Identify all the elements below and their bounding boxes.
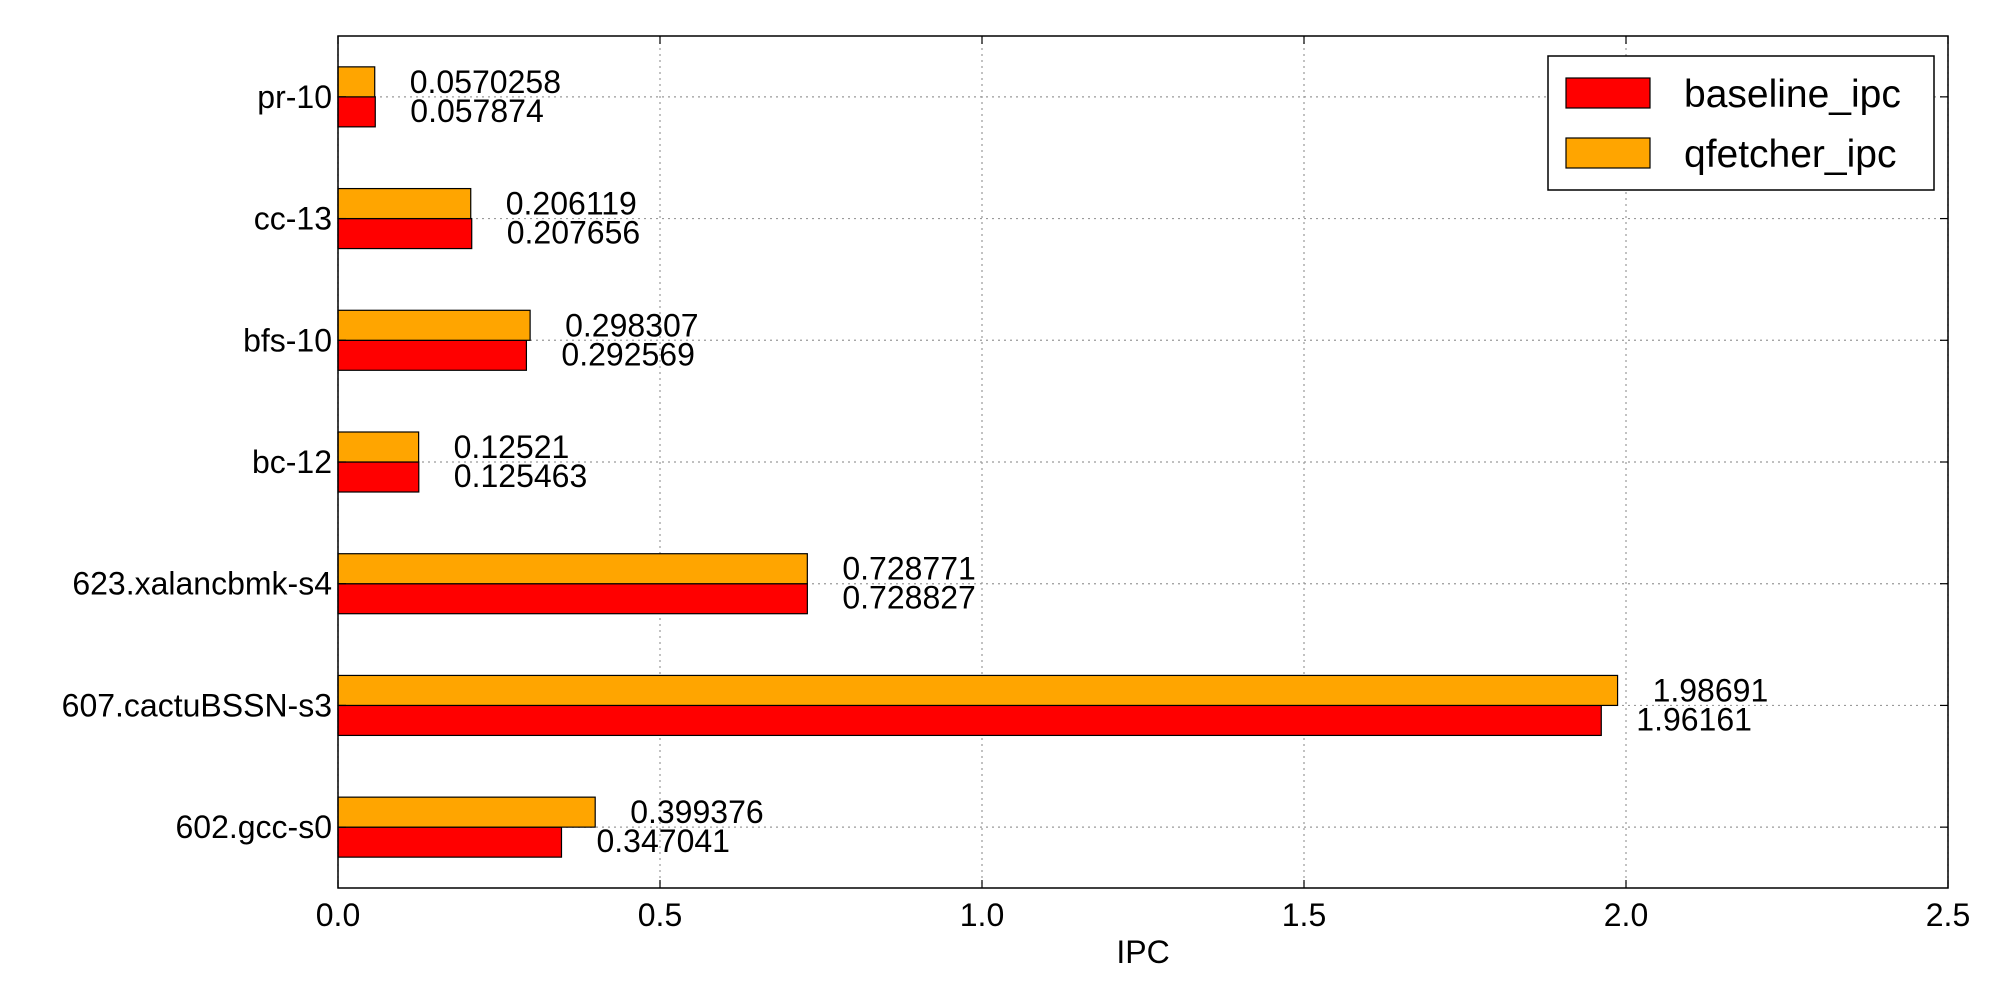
axis-layer: 0.0 0.5 1.0 1.5 2.0 2.5 pr-10 cc-13 bfs-10 bc-12 6… [62, 36, 1970, 933]
bar-qfetcher_ipc [337, 309, 531, 341]
bar-baseline_ipc [337, 826, 563, 858]
x-tick-label: 0.0 [316, 897, 360, 933]
data-label-baseline_ipc: 0.347041 [596, 823, 729, 859]
x-tick-label: 2.0 [1604, 897, 1648, 933]
bar-qfetcher_ipc [337, 674, 1619, 707]
data-label-qfetcher_ipc: 0.298307 [565, 307, 698, 343]
bar-baseline_ipc [337, 96, 376, 128]
bar-qfetcher_ipc [337, 187, 472, 220]
data-label-baseline_ipc: 0.057874 [410, 93, 543, 129]
y-tick-label: 607.cactuBSSN-s3 [62, 687, 332, 723]
data-labels-layer: 0.057874 0.207656 0.292569 0.125463 0.728827… [410, 64, 1769, 859]
y-tick-label: cc-13 [254, 201, 332, 237]
bar-baseline_ipc [337, 583, 808, 615]
data-label-qfetcher_ipc: 0.0570258 [410, 64, 561, 100]
x-tick-label: 2.5 [1926, 897, 1970, 933]
data-label-qfetcher_ipc: 0.728771 [842, 551, 975, 587]
x-axis-title: IPC [1116, 934, 1169, 970]
bar-baseline_ipc [337, 704, 1602, 737]
data-label-qfetcher_ipc: 0.12521 [454, 429, 570, 465]
legend-label-baseline_ipc: baseline_ipc [1684, 73, 1901, 116]
data-label-baseline_ipc: 0.728827 [842, 580, 975, 616]
bar-baseline_ipc [337, 461, 420, 493]
y-tick-label: 623.xalancbmk-s4 [72, 566, 332, 602]
y-tick-label: 602.gcc-s0 [175, 809, 332, 845]
x-tick-label: 1.0 [960, 897, 1004, 933]
data-label-qfetcher_ipc: 0.399376 [630, 794, 763, 830]
bars-layer [337, 66, 1619, 858]
bar-baseline_ipc [337, 339, 528, 371]
y-tick-label: bfs-10 [243, 322, 332, 358]
bar-baseline_ipc [337, 217, 473, 250]
y-tick-label: bc-12 [252, 444, 332, 480]
x-tick-label: 0.5 [638, 897, 682, 933]
bar-qfetcher_ipc [337, 553, 808, 585]
legend-swatch-baseline_ipc [1565, 77, 1651, 109]
data-label-qfetcher_ipc: 0.206119 [506, 186, 637, 222]
bar-qfetcher_ipc [337, 796, 596, 828]
data-label-baseline_ipc: 0.207656 [507, 215, 640, 251]
data-label-baseline_ipc: 0.292569 [561, 336, 694, 372]
y-tick-label: pr-10 [257, 79, 332, 115]
legend: baseline_ipc qfetcher_ipc [1547, 55, 1935, 191]
bar-qfetcher_ipc [337, 66, 376, 98]
legend-swatch-qfetcher_ipc [1565, 137, 1651, 169]
data-label-baseline_ipc: 1.96161 [1636, 701, 1752, 737]
bar-qfetcher_ipc [337, 431, 420, 463]
data-label-baseline_ipc: 0.125463 [454, 458, 587, 494]
data-label-qfetcher_ipc: 1.98691 [1653, 672, 1769, 708]
legend-label-qfetcher_ipc: qfetcher_ipc [1684, 133, 1896, 176]
x-tick-label: 1.5 [1282, 897, 1326, 933]
